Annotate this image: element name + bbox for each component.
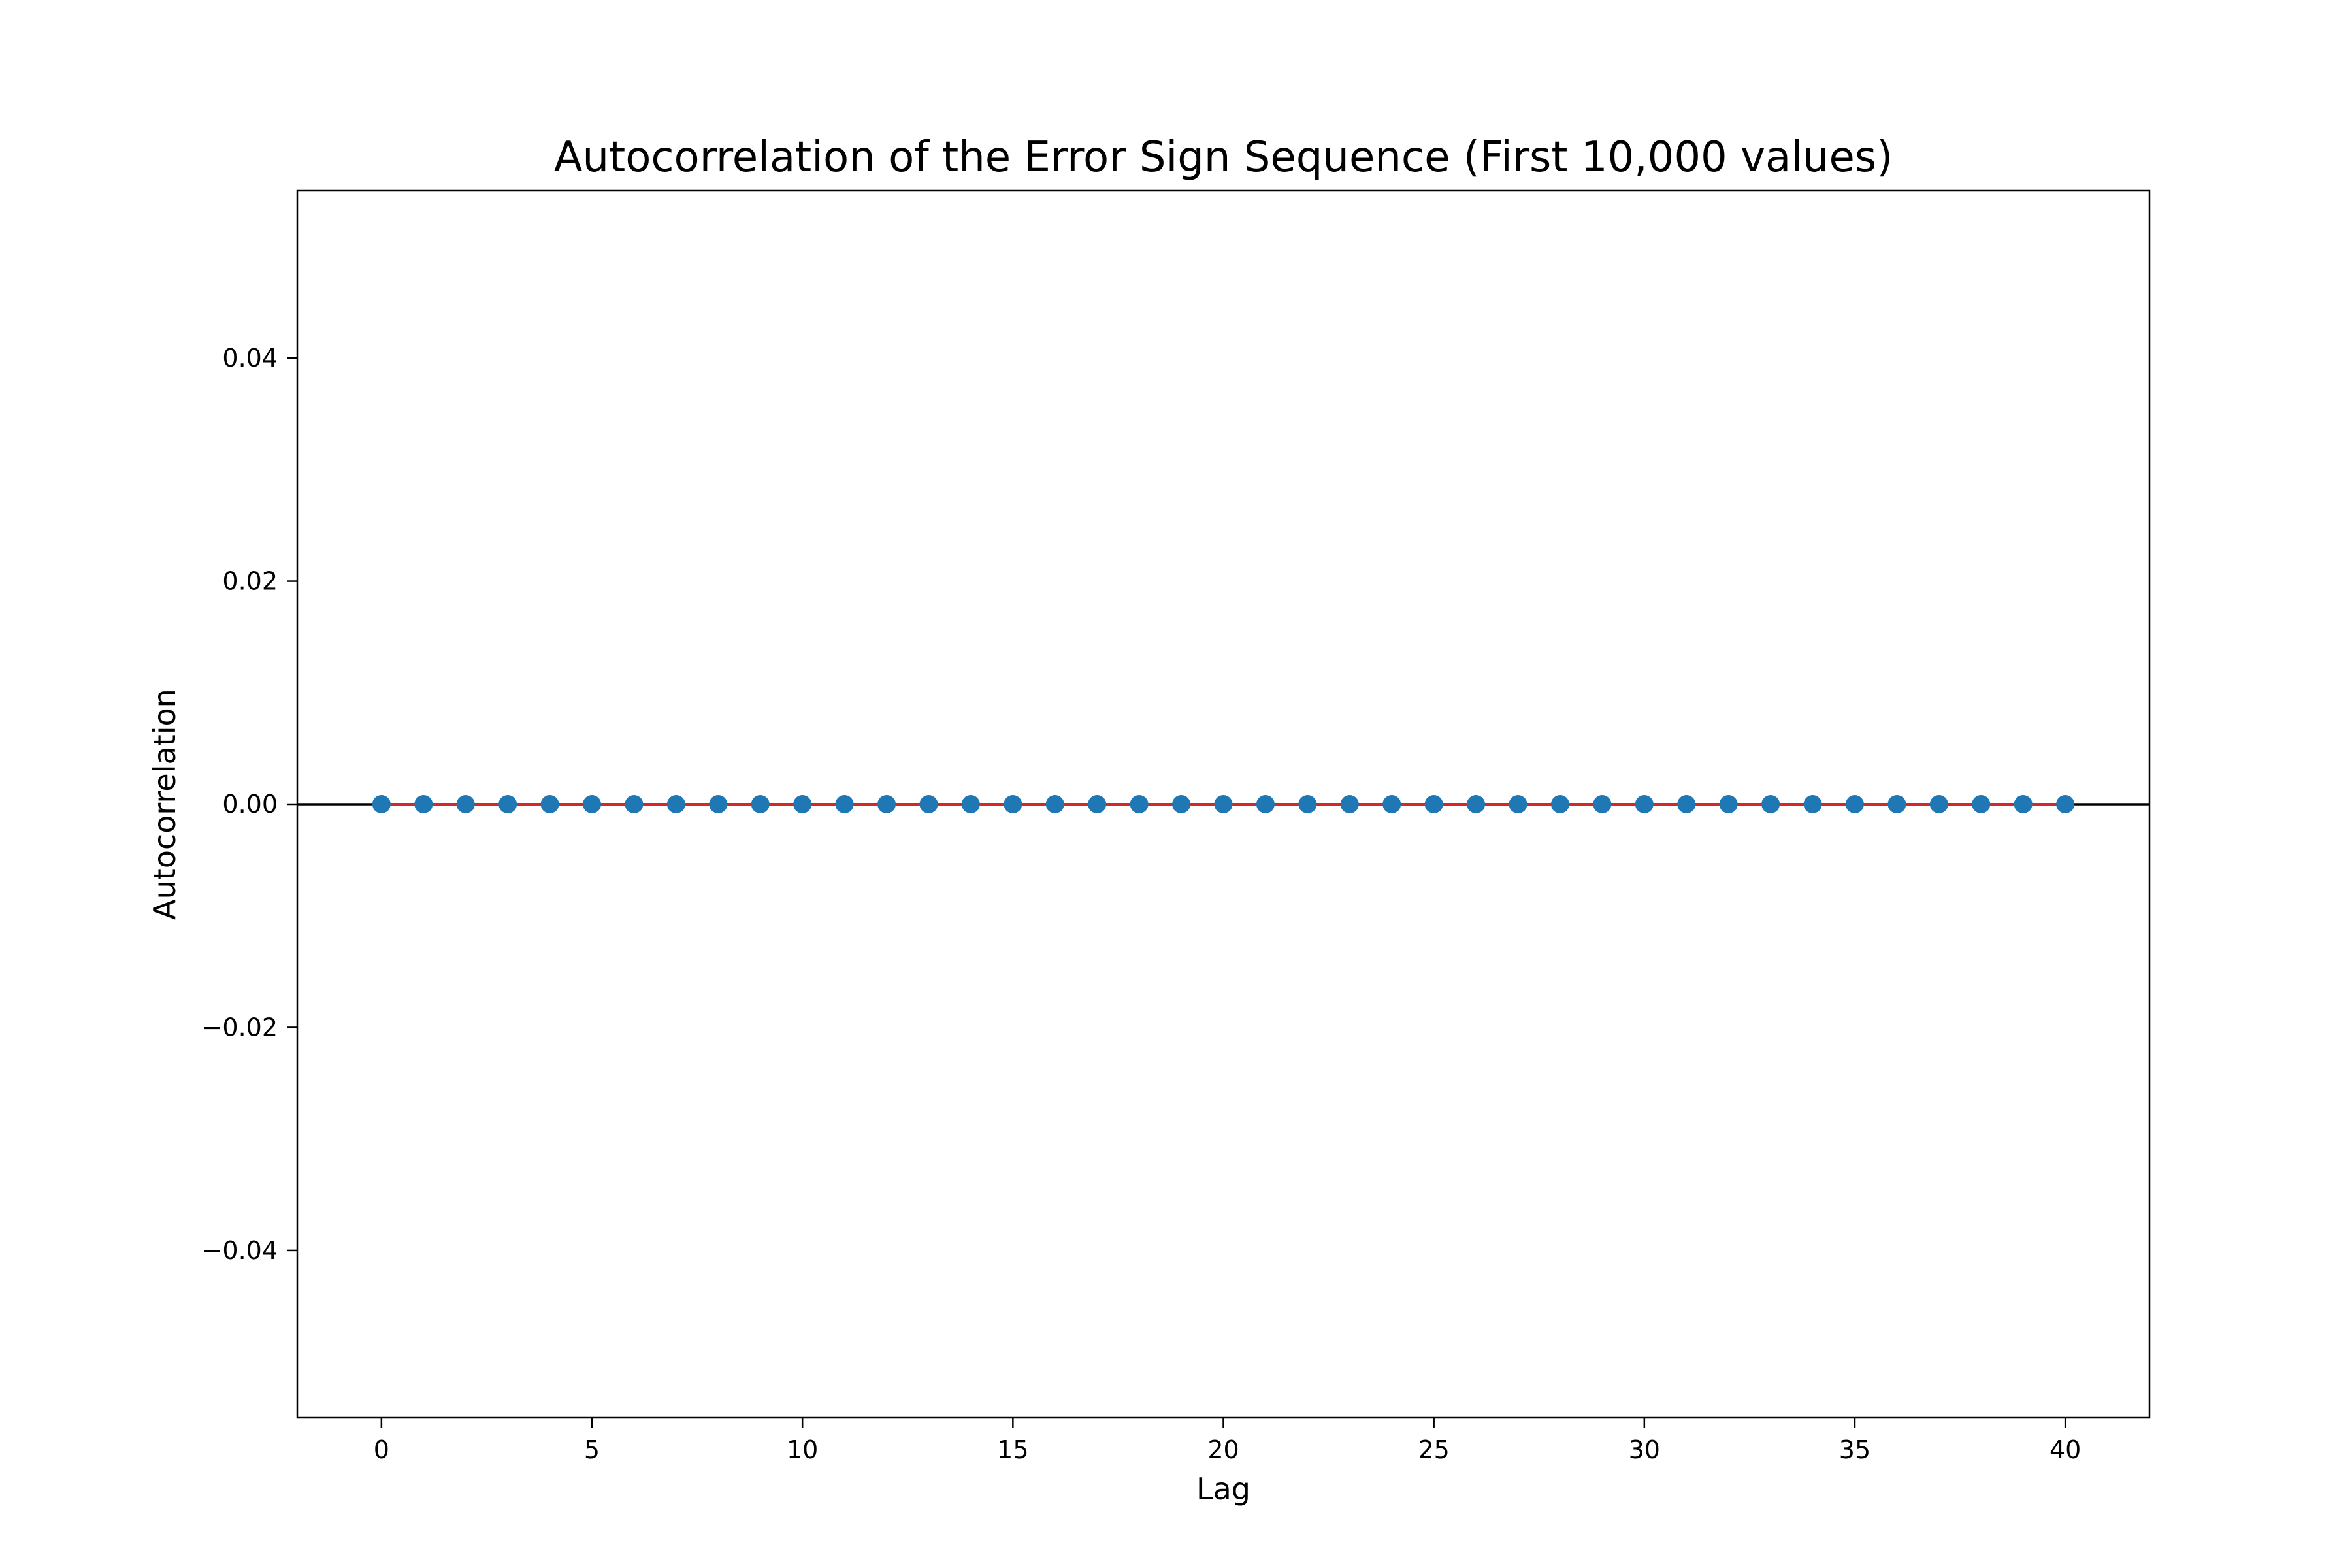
autocorrelation-point [1172, 795, 1191, 813]
autocorrelation-point [2014, 795, 2033, 813]
x-tick-label: 0 [374, 1435, 389, 1464]
x-tick-label: 10 [787, 1435, 818, 1464]
autocorrelation-point [1130, 795, 1149, 813]
x-tick-label: 35 [1839, 1435, 1870, 1464]
plot-area-frame [296, 189, 2151, 1419]
autocorrelation-point [1004, 795, 1022, 813]
autocorrelation-point [793, 795, 812, 813]
autocorrelation-point [1972, 795, 1991, 813]
y-tick-label: 0.00 [222, 790, 278, 819]
y-tick-label: 0.04 [222, 344, 278, 372]
autocorrelation-point [1424, 795, 1443, 813]
autocorrelation-point [835, 795, 854, 813]
autocorrelation-point [961, 795, 980, 813]
autocorrelation-point [1929, 795, 1948, 813]
autocorrelation-point [1340, 795, 1359, 813]
x-axis-label: Lag [1196, 1471, 1250, 1507]
x-tick-label: 15 [997, 1435, 1028, 1464]
x-tick-label: 20 [1207, 1435, 1239, 1464]
autocorrelation-point [414, 795, 433, 813]
autocorrelation-point [372, 795, 391, 813]
autocorrelation-point [1719, 795, 1738, 813]
autocorrelation-point [877, 795, 896, 813]
x-tick-label: 5 [584, 1435, 600, 1464]
autocorrelation-point [1635, 795, 1654, 813]
autocorrelation-point [1803, 795, 1822, 813]
autocorrelation-point [1298, 795, 1317, 813]
chart-title: Autocorrelation of the Error Sign Sequen… [554, 133, 1893, 182]
autocorrelation-point [625, 795, 644, 813]
y-tick-label: −0.04 [202, 1236, 278, 1265]
autocorrelation-point [1550, 795, 1569, 813]
autocorrelation-point [1256, 795, 1275, 813]
autocorrelation-point [666, 795, 685, 813]
autocorrelation-point [1845, 795, 1864, 813]
axis-ticks: 0 5 10 15 20 25 30 35 40 −0.04 −0.02 0.00 0.02 0.04 [202, 344, 2082, 1464]
x-tick-label: 40 [2050, 1435, 2081, 1464]
autocorrelation-point [1761, 795, 1780, 813]
autocorrelation-point [1045, 795, 1064, 813]
autocorrelation-point [1509, 795, 1527, 813]
y-axis-label: Autocorrelation [147, 689, 182, 920]
x-tick-label: 25 [1418, 1435, 1449, 1464]
y-tick-label: −0.02 [202, 1013, 278, 1041]
autocorrelation-point [498, 795, 517, 813]
autocorrelation-point [709, 795, 728, 813]
data-marks [372, 795, 2075, 813]
autocorrelation-point [1088, 795, 1107, 813]
autocorrelation-point [540, 795, 559, 813]
autocorrelation-point [1887, 795, 1906, 813]
autocorrelation-point [583, 795, 602, 813]
autocorrelation-point [1467, 795, 1486, 813]
x-tick-label: 30 [1629, 1435, 1660, 1464]
autocorrelation-point [1214, 795, 1233, 813]
autocorrelation-point [456, 795, 475, 813]
autocorrelation-point [1677, 795, 1696, 813]
autocorrelation-point [919, 795, 938, 813]
autocorrelation-point [1593, 795, 1612, 813]
y-tick-label: 0.02 [222, 567, 278, 596]
autocorrelation-point [1382, 795, 1401, 813]
autocorrelation-point [2056, 795, 2075, 813]
autocorrelation-point [751, 795, 770, 813]
